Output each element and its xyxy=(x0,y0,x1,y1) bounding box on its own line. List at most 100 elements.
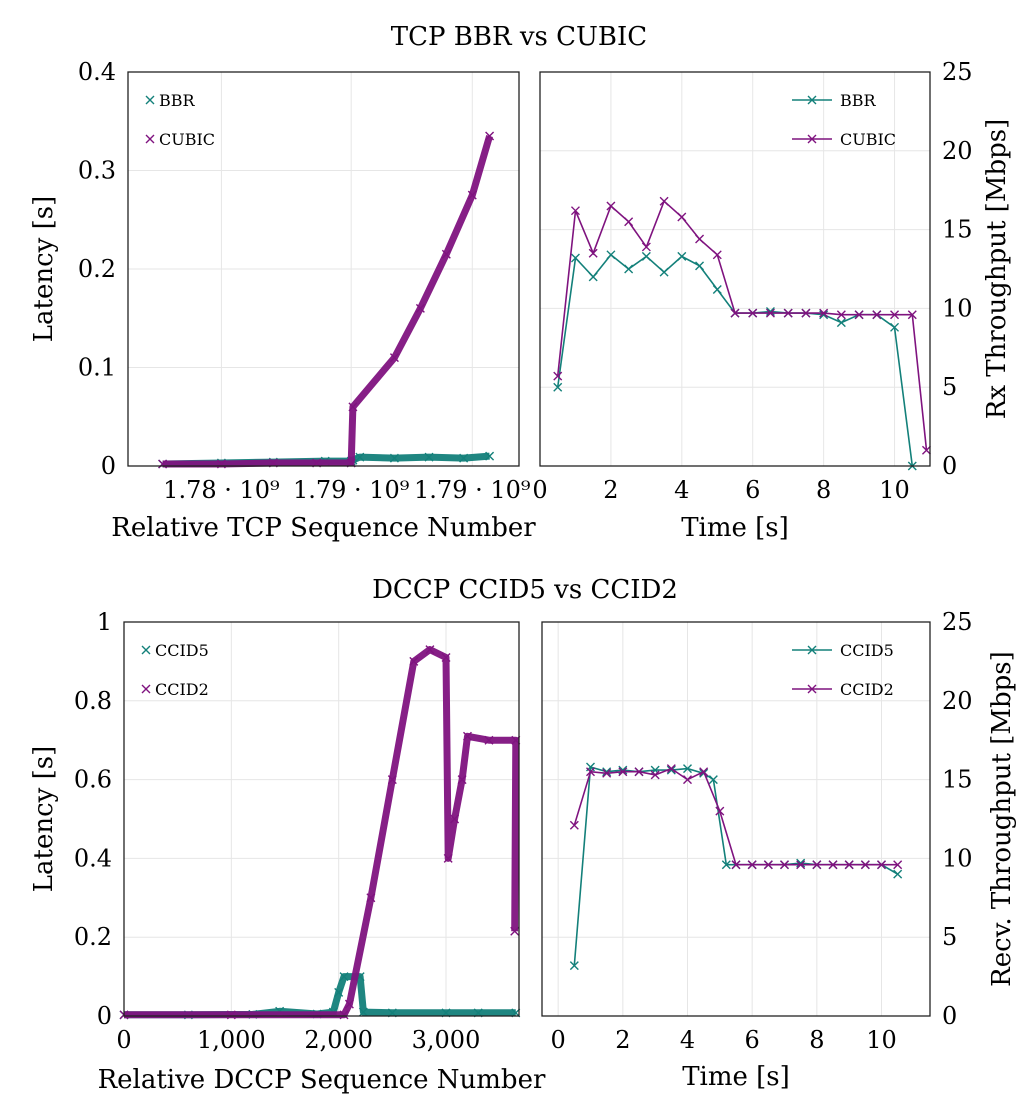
section-title-dccp: DCCP CCID5 vs CCID2 xyxy=(372,575,678,605)
p1L-ccid2-point-13 xyxy=(484,735,494,745)
p1R-ccid5-point-21 xyxy=(893,869,903,879)
p1R-ccid5-point-0 xyxy=(569,961,579,971)
p0L-ytick-label-3: 0.3 xyxy=(78,157,116,185)
p0R-bbr-point-1 xyxy=(570,253,580,263)
p0L-bbr-point-7 xyxy=(389,453,399,463)
p1R-frame xyxy=(541,621,931,1017)
p1R-xtick-label-0: 0 xyxy=(551,1026,566,1054)
p1L-xlabel: Relative DCCP Sequence Number xyxy=(98,1065,546,1095)
p1L-xtick-label-0: 0 xyxy=(116,1026,131,1054)
p1R-xlabel: Time [s] xyxy=(682,1062,790,1092)
p0R-ytick-label-4: 20 xyxy=(942,137,973,165)
p1L-ytick-label-3: 0.6 xyxy=(74,766,112,794)
p1L-ccid2-point-4 xyxy=(366,893,376,903)
p1R-ccid2-point-0 xyxy=(569,820,579,830)
p0R-cubic-point-12 xyxy=(765,308,775,318)
p0L-bbr-point-10 xyxy=(485,451,495,461)
p1R-ccid5-point-3 xyxy=(618,765,628,775)
p1L-ccid2-point-9 xyxy=(443,853,453,863)
p1L-legend-ccid5-label: CCID5 xyxy=(155,641,209,660)
p1R-ccid2-point-2 xyxy=(602,768,612,778)
p0L-ytick-label-1: 0.1 xyxy=(78,354,116,382)
p1L-ccid2-point-15 xyxy=(510,926,520,936)
p1R-ccid2-point-9 xyxy=(715,806,725,816)
p1R-ccid2-point-14 xyxy=(796,860,806,870)
p0R-cubic-point-21 xyxy=(921,445,931,455)
p0R-bbr-point-8 xyxy=(695,261,705,271)
p1R-ccid5-point-9 xyxy=(708,775,718,785)
p1R-xtick-label-2: 4 xyxy=(680,1026,695,1054)
p0R-legend-cubic-marker xyxy=(807,134,817,144)
p1L-ccid2-point-2 xyxy=(339,1010,349,1020)
p1R-ytick-label-2: 10 xyxy=(942,844,973,872)
p1R-ytick-label-3: 15 xyxy=(942,766,973,794)
p1L-frame xyxy=(123,621,520,1017)
p1L-legend-ccid2-marker xyxy=(141,684,151,694)
p1R-ccid2-point-5 xyxy=(650,770,660,780)
p0R-ytick-label-5: 25 xyxy=(942,58,973,86)
p1L-ccid2-point-10 xyxy=(450,814,460,824)
p0R-cubic-point-14 xyxy=(801,308,811,318)
p1R-ccid5-point-7 xyxy=(683,764,692,774)
p0R-xlabel: Time [s] xyxy=(681,513,789,543)
p1L-ytick-label-4: 0.8 xyxy=(74,687,112,715)
p0R-ytick-label-1: 5 xyxy=(942,373,957,401)
p0L-cubic-point-10 xyxy=(485,131,495,141)
p0L-cubic-point-0 xyxy=(158,459,168,469)
p0L-frame xyxy=(127,71,520,467)
p0L-xlabel: Relative TCP Sequence Number xyxy=(111,513,536,543)
p0R-xtick-label-2: 4 xyxy=(674,476,689,504)
p0R-bbr-point-19 xyxy=(890,322,900,332)
p1R-ccid2-point-17 xyxy=(844,860,854,870)
p1L-ccid2-point-12 xyxy=(462,731,472,741)
p0L-cubic-point-8 xyxy=(441,249,451,259)
tcp-throughput-chart: 0 2 4 6 8 10 0 5 10 15 20 25 Time [s] Rx Throughput [… xyxy=(532,58,1012,543)
p1R-ccid2-point-1 xyxy=(586,767,595,777)
p1R-legend-ccid5-marker xyxy=(807,645,817,655)
p0L-cubic-point-7 xyxy=(415,303,425,313)
p0R-xtick-label-3: 6 xyxy=(745,476,760,504)
p1L-ccid5-trace xyxy=(124,973,516,1019)
p0L-ytick-label-0: 0 xyxy=(101,452,116,480)
p0R-cubic-point-9 xyxy=(712,250,722,260)
p0R-cubic-point-6 xyxy=(659,196,669,206)
p0R-cubic-point-18 xyxy=(872,310,882,320)
p0L-legend-cubic-marker xyxy=(145,134,155,144)
p1L-ccid2-point-8 xyxy=(441,652,451,662)
p1R-ylabel: Recv. Throughput [Mbps] xyxy=(987,651,1017,987)
p1R-ccid2-point-16 xyxy=(828,860,838,870)
p0R-cubic-point-8 xyxy=(695,234,705,244)
p0R-bbr-point-7 xyxy=(677,251,687,261)
p0R-cubic-point-10 xyxy=(730,308,740,318)
p0L-ylabel: Latency [s] xyxy=(29,196,59,343)
p0L-bbr-point-8 xyxy=(424,452,434,462)
p0R-cubic-point-19 xyxy=(890,310,900,320)
p0L-legend-cubic-label: CUBIC xyxy=(159,130,215,149)
p0R-bbr-point-15 xyxy=(819,310,829,320)
p1L-ccid5-point-6 xyxy=(334,987,344,997)
p0R-bbr-point-2 xyxy=(588,272,598,282)
p0R-ytick-label-2: 10 xyxy=(942,294,973,322)
p0R-frame xyxy=(539,71,931,467)
p1R-ytick-label-5: 25 xyxy=(942,608,973,636)
p1R-ccid2-point-4 xyxy=(634,767,644,777)
p1L-legend-ccid5-marker xyxy=(141,645,151,655)
p0R-bbr-point-6 xyxy=(659,267,669,277)
p0R-bbr-point-0 xyxy=(553,382,563,392)
p1L-ccid2-trace xyxy=(124,646,520,1019)
p1R-xtick-label-1: 2 xyxy=(615,1026,630,1054)
p0R-xtick-label-1: 2 xyxy=(603,476,618,504)
p1R-ccid5-point-6 xyxy=(666,765,676,775)
p0R-xtick-label-4: 8 xyxy=(816,476,831,504)
p1R-ccid2-point-10 xyxy=(731,860,741,870)
p0R-xtick-label-5: 10 xyxy=(879,476,910,504)
p0R-cubic-point-1 xyxy=(570,206,580,216)
section-title-tcp: TCP BBR vs CUBIC xyxy=(391,22,647,52)
tcp-latency-chart: 1.78 · 10⁹ 1.79 · 10⁹ 1.79 · 10⁹ 0 0.1 0.2 0.3… xyxy=(29,58,536,543)
p1L-xtick-label-3: 3,000 xyxy=(412,1026,481,1054)
p0R-cubic-point-20 xyxy=(907,310,917,320)
p1R-ccid2-point-11 xyxy=(747,860,757,870)
p0R-bbr-point-3 xyxy=(606,250,616,260)
p0R-cubic-point-17 xyxy=(854,310,864,320)
p1R-ccid2-point-7 xyxy=(683,775,692,785)
